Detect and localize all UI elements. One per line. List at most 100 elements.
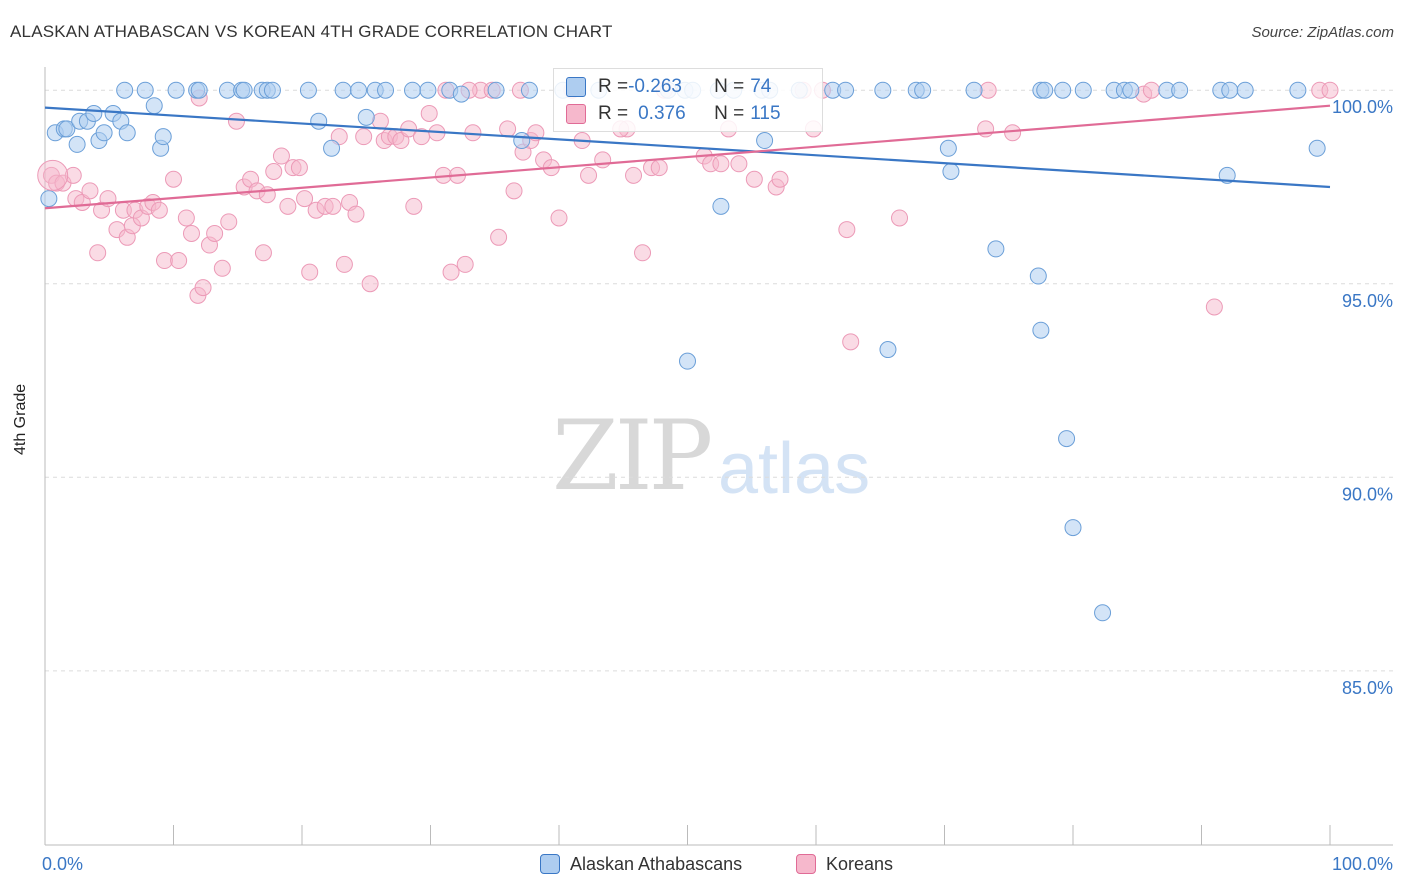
legend-n-label: N = bbox=[714, 103, 745, 124]
y-tick-label: 95.0% bbox=[1342, 291, 1393, 311]
y-tick-label: 90.0% bbox=[1342, 484, 1393, 504]
point-korean bbox=[194, 279, 212, 297]
point-athabascan bbox=[118, 124, 136, 142]
point-korean bbox=[227, 112, 245, 130]
point-athabascan bbox=[404, 81, 422, 99]
point-athabascan bbox=[939, 139, 957, 157]
point-athabascan bbox=[520, 81, 538, 99]
bottom-legend-swatch-pink bbox=[796, 854, 816, 874]
point-korean bbox=[771, 170, 789, 188]
point-korean bbox=[1004, 124, 1022, 142]
point-korean bbox=[89, 244, 107, 262]
point-athabascan bbox=[190, 81, 208, 99]
point-korean bbox=[1205, 298, 1223, 316]
point-korean bbox=[355, 128, 373, 146]
point-korean bbox=[580, 166, 598, 184]
point-athabascan bbox=[350, 81, 368, 99]
point-korean bbox=[182, 224, 200, 242]
point-athabascan bbox=[965, 81, 983, 99]
point-athabascan bbox=[263, 81, 281, 99]
point-athabascan bbox=[987, 240, 1005, 258]
point-athabascan bbox=[1236, 81, 1254, 99]
point-korean bbox=[361, 275, 379, 293]
watermark-atlas: atlas bbox=[718, 429, 871, 509]
point-korean bbox=[456, 255, 474, 273]
point-korean bbox=[301, 263, 319, 281]
y-tick-label: 85.0% bbox=[1342, 678, 1393, 698]
point-korean bbox=[324, 197, 342, 215]
point-korean bbox=[650, 159, 668, 177]
point-korean bbox=[371, 112, 389, 130]
point-korean bbox=[550, 209, 568, 227]
point-athabascan bbox=[95, 124, 113, 142]
point-athabascan bbox=[154, 128, 172, 146]
point-korean bbox=[842, 333, 860, 351]
point-athabascan bbox=[218, 81, 236, 99]
point-athabascan bbox=[1171, 81, 1189, 99]
point-korean bbox=[625, 166, 643, 184]
point-korean bbox=[979, 81, 997, 99]
point-athabascan bbox=[323, 139, 341, 157]
point-athabascan bbox=[419, 81, 437, 99]
point-korean bbox=[505, 182, 523, 200]
legend-n-value: 74 bbox=[750, 76, 772, 97]
watermark-zip: ZIP bbox=[552, 400, 713, 512]
legend-r-label: R = bbox=[598, 103, 629, 124]
point-korean bbox=[594, 151, 612, 169]
point-athabascan bbox=[357, 108, 375, 126]
point-korean bbox=[156, 252, 174, 270]
point-athabascan bbox=[874, 81, 892, 99]
point-athabascan bbox=[1074, 81, 1092, 99]
point-korean bbox=[745, 170, 763, 188]
point-korean bbox=[220, 213, 238, 231]
point-korean bbox=[279, 197, 297, 215]
point-korean bbox=[712, 155, 730, 173]
point-korean bbox=[290, 159, 308, 177]
point-athabascan bbox=[452, 85, 470, 103]
bottom-legend-korean: Koreans bbox=[796, 852, 893, 876]
legend-row-korean: R = 0.376 N = 115 bbox=[566, 101, 781, 127]
point-athabascan bbox=[1221, 81, 1239, 99]
point-athabascan bbox=[58, 120, 76, 138]
point-athabascan bbox=[756, 132, 774, 150]
bottom-legend-label-korean: Koreans bbox=[826, 853, 894, 874]
point-athabascan bbox=[377, 81, 395, 99]
x-tick-label: 0.0% bbox=[42, 854, 83, 874]
legend-r-label: R = bbox=[598, 76, 629, 97]
point-korean bbox=[206, 224, 224, 242]
point-athabascan bbox=[167, 81, 185, 99]
point-athabascan bbox=[513, 132, 531, 150]
point-athabascan bbox=[334, 81, 352, 99]
legend-row-athabascan: R = -0.263 N = 74 bbox=[566, 74, 771, 100]
point-korean bbox=[1142, 81, 1160, 99]
point-athabascan bbox=[1054, 81, 1072, 99]
point-athabascan bbox=[1036, 81, 1054, 99]
chart-title: ALASKAN ATHABASCAN VS KOREAN 4TH GRADE C… bbox=[10, 22, 613, 41]
point-korean bbox=[165, 170, 182, 188]
point-athabascan bbox=[116, 81, 134, 99]
bottom-legend-label-athabascan: Alaskan Athabascans bbox=[570, 853, 743, 874]
point-korean bbox=[81, 182, 99, 200]
point-korean bbox=[37, 159, 69, 191]
legend-r-value: 0.376 bbox=[638, 103, 686, 124]
point-korean bbox=[891, 209, 909, 227]
point-korean bbox=[213, 259, 231, 277]
point-athabascan bbox=[1032, 321, 1050, 339]
point-athabascan bbox=[1058, 430, 1076, 448]
point-korean bbox=[254, 244, 272, 262]
point-korean bbox=[634, 244, 652, 262]
point-athabascan bbox=[914, 81, 932, 99]
point-athabascan bbox=[1122, 81, 1140, 99]
x-tick-label: 100.0% bbox=[1332, 854, 1393, 874]
point-athabascan bbox=[1029, 267, 1047, 285]
point-korean bbox=[838, 221, 856, 239]
point-athabascan bbox=[299, 81, 317, 99]
point-athabascan bbox=[679, 352, 696, 370]
legend-swatch-blue bbox=[566, 77, 586, 97]
legend-n-label: N = bbox=[714, 76, 745, 97]
chart-source: Source: ZipAtlas.com bbox=[1251, 24, 1394, 41]
legend-r-value: -0.263 bbox=[628, 76, 682, 97]
point-athabascan bbox=[68, 135, 86, 153]
point-athabascan bbox=[310, 112, 328, 130]
point-korean bbox=[1321, 81, 1339, 99]
